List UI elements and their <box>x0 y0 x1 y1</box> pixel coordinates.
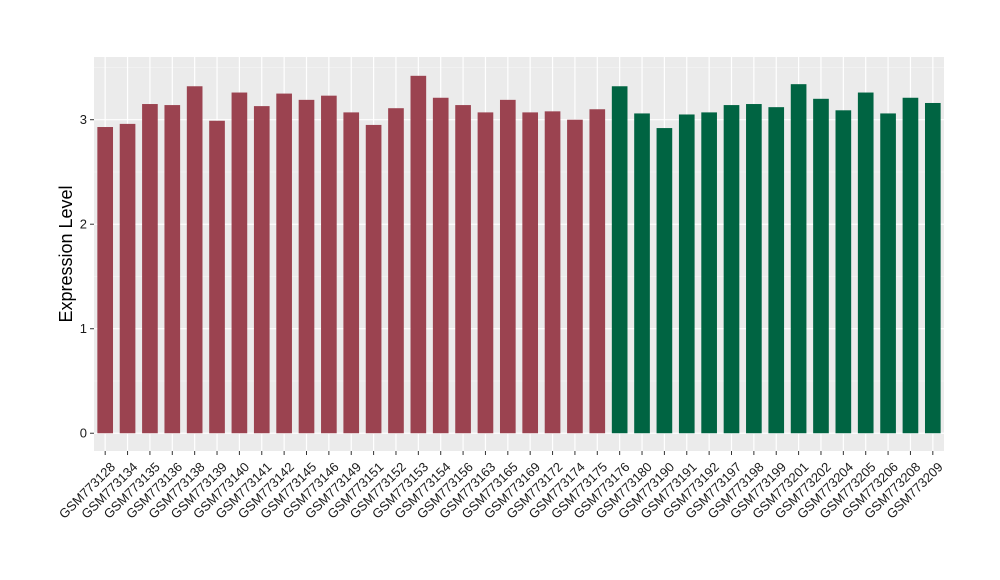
bars <box>97 75 941 434</box>
bar <box>746 104 762 434</box>
x-axis: GSM773128GSM773134GSM773135GSM773136GSM7… <box>56 451 946 522</box>
y-axis-title: Expression Level <box>56 185 76 322</box>
bar <box>298 99 315 434</box>
bar <box>97 127 114 434</box>
bar <box>656 128 673 434</box>
bar <box>209 120 225 434</box>
bar <box>544 111 561 434</box>
bar <box>231 92 248 434</box>
bar <box>790 84 807 434</box>
y-tick-label: 0 <box>80 426 87 441</box>
bar <box>611 86 628 434</box>
y-tick-label: 2 <box>80 217 87 232</box>
bar <box>522 112 539 434</box>
bar <box>701 112 717 434</box>
bar <box>119 123 136 434</box>
bar <box>432 97 449 434</box>
bar <box>142 104 158 434</box>
bar <box>343 112 360 434</box>
bar <box>723 105 740 434</box>
bar <box>253 106 270 434</box>
bar <box>634 113 650 434</box>
bar <box>499 99 516 434</box>
bar <box>321 95 337 434</box>
y-tick-label: 1 <box>80 321 87 336</box>
y-axis: 0 1 2 3 <box>80 112 94 441</box>
bar <box>410 75 427 434</box>
bar <box>880 113 896 434</box>
bar <box>924 102 941 434</box>
bar <box>813 98 829 434</box>
bar <box>857 92 874 434</box>
bar <box>276 93 292 434</box>
bar <box>455 105 471 434</box>
bar <box>589 109 606 434</box>
bar <box>835 110 852 434</box>
bar <box>768 107 785 434</box>
bar <box>678 114 695 434</box>
bar <box>164 105 181 434</box>
bar <box>477 112 494 434</box>
bar <box>186 86 203 434</box>
bar <box>365 124 382 434</box>
y-tick-label: 3 <box>80 112 87 127</box>
bar <box>388 108 404 434</box>
bar <box>902 97 919 434</box>
bar <box>567 119 583 434</box>
